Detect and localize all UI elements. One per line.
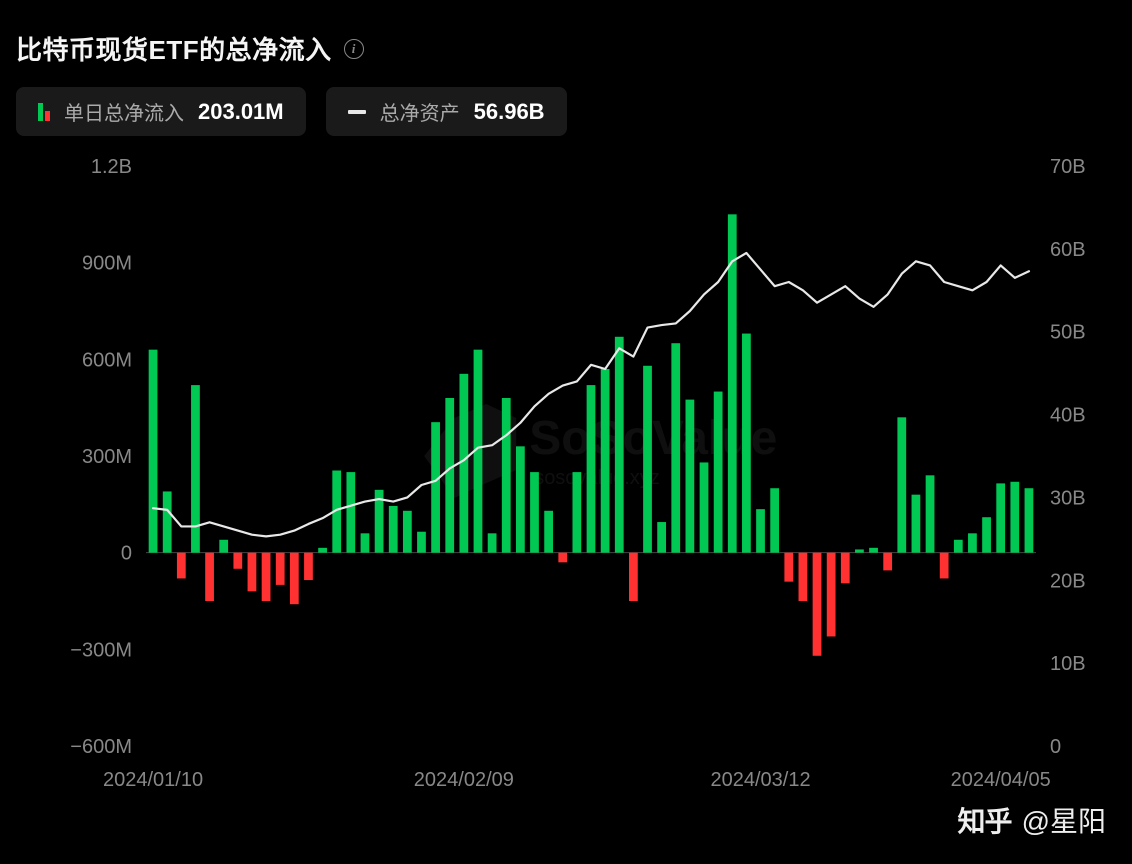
svg-text:0: 0	[121, 543, 132, 565]
chart-header: 比特币现货ETF的总净流入 i	[16, 30, 1116, 67]
svg-text:20B: 20B	[1050, 570, 1086, 592]
zhihu-logo: 知乎	[958, 800, 1012, 840]
svg-text:2024/03/12: 2024/03/12	[710, 769, 810, 791]
info-icon[interactable]: i	[344, 39, 364, 59]
chart-title: 比特币现货ETF的总净流入	[16, 30, 332, 67]
svg-text:50B: 50B	[1050, 322, 1086, 344]
legend-row: 单日总净流入 203.01M 总净资产 56.96B	[16, 87, 1116, 136]
legend-nav[interactable]: 总净资产 56.96B	[326, 87, 567, 136]
svg-text:sosovalue.xyz: sosovalue.xyz	[534, 467, 660, 489]
svg-text:1.2B: 1.2B	[91, 156, 132, 178]
svg-text:60B: 60B	[1050, 239, 1086, 261]
svg-text:600M: 600M	[82, 349, 132, 371]
svg-text:2024/04/05: 2024/04/05	[951, 769, 1051, 791]
legend-nav-value: 56.96B	[474, 99, 545, 125]
svg-text:40B: 40B	[1050, 405, 1086, 427]
svg-text:−600M: −600M	[70, 736, 132, 758]
attribution: 知乎 @星阳	[958, 800, 1106, 840]
line-swatch-icon	[348, 110, 366, 114]
svg-text:2024/01/10: 2024/01/10	[103, 769, 203, 791]
svg-text:70B: 70B	[1050, 156, 1086, 178]
chart-svg: SoSoValuesosovalue.xyz −600M −300M 0 300M 600…	[16, 156, 1116, 816]
svg-text:30B: 30B	[1050, 487, 1086, 509]
svg-text:10B: 10B	[1050, 653, 1086, 675]
legend-nav-label: 总净资产	[380, 97, 460, 126]
svg-text:900M: 900M	[82, 253, 132, 275]
attribution-author: @星阳	[1022, 800, 1106, 840]
svg-text:SoSoValue: SoSoValue	[529, 412, 777, 465]
svg-text:300M: 300M	[82, 446, 132, 468]
legend-inflow-value: 203.01M	[198, 99, 284, 125]
svg-text:2024/02/09: 2024/02/09	[414, 769, 514, 791]
legend-inflow[interactable]: 单日总净流入 203.01M	[16, 87, 306, 136]
chart-area: SoSoValuesosovalue.xyz −600M −300M 0 300M 600…	[16, 156, 1116, 816]
svg-text:0: 0	[1050, 736, 1061, 758]
legend-inflow-label: 单日总净流入	[64, 97, 184, 126]
svg-text:−300M: −300M	[70, 639, 132, 661]
bar-swatch-icon	[38, 103, 50, 121]
